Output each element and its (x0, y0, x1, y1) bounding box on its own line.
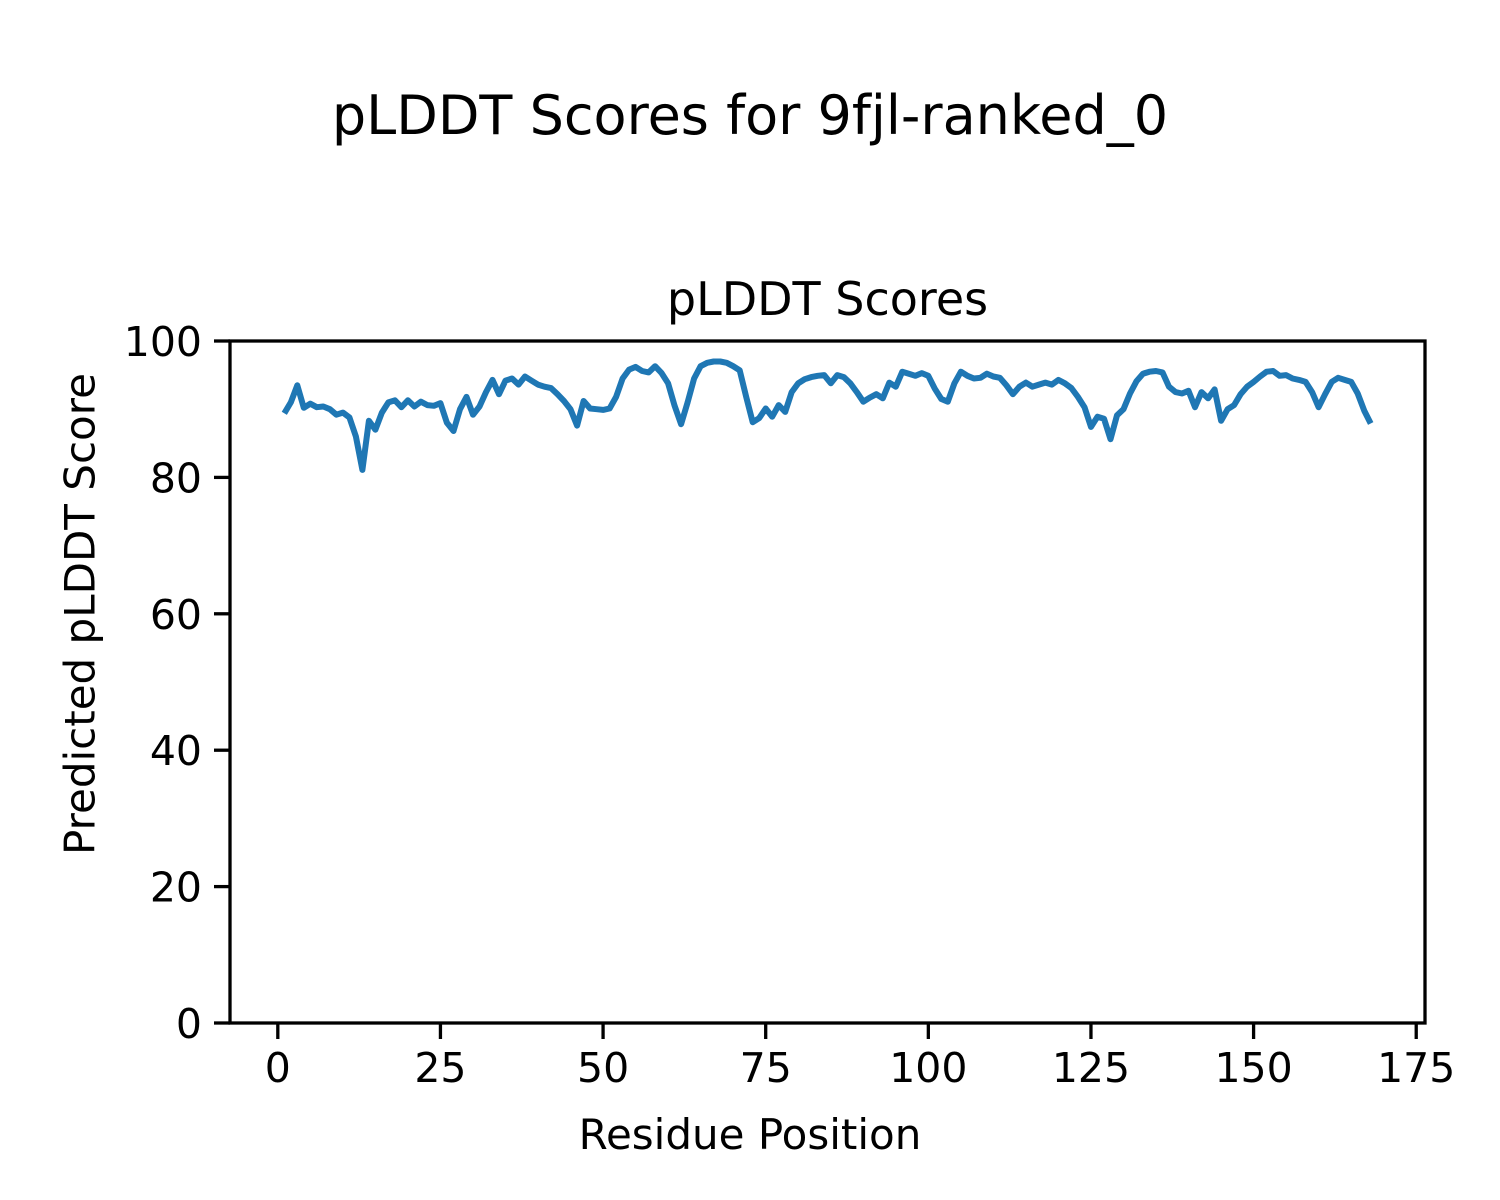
y-tick-label: 80 (150, 454, 202, 502)
y-axis: 0 20 40 60 80 100 (124, 318, 230, 1048)
x-tick-label: 175 (1377, 1044, 1455, 1092)
plddt-line (281, 358, 1374, 473)
axes-spines (228, 339, 1427, 1025)
x-tick-label: 125 (1052, 1044, 1130, 1092)
axes-title: pLDDT Scores (666, 272, 989, 326)
y-tick-label: 100 (124, 318, 202, 366)
figure-title: pLDDT Scores for 9fjl-ranked_0 (331, 84, 1169, 147)
x-axis-label: Residue Position (578, 1110, 922, 1159)
x-tick-label: 25 (414, 1044, 466, 1092)
y-axis-label: Predicted pLDDT Score (55, 373, 105, 855)
x-tick-label: 50 (577, 1044, 629, 1092)
y-tick-label: 40 (150, 727, 202, 775)
x-tick-label: 0 (265, 1044, 291, 1092)
y-tick-label: 60 (150, 591, 202, 639)
x-tick-label: 100 (889, 1044, 967, 1092)
x-axis: 0 25 50 75 100 125 150 175 (265, 1023, 1455, 1092)
x-tick-label: 75 (740, 1044, 792, 1092)
y-tick-label: 20 (150, 864, 202, 912)
y-tick-label: 0 (176, 1000, 202, 1048)
x-tick-label: 150 (1214, 1044, 1292, 1092)
